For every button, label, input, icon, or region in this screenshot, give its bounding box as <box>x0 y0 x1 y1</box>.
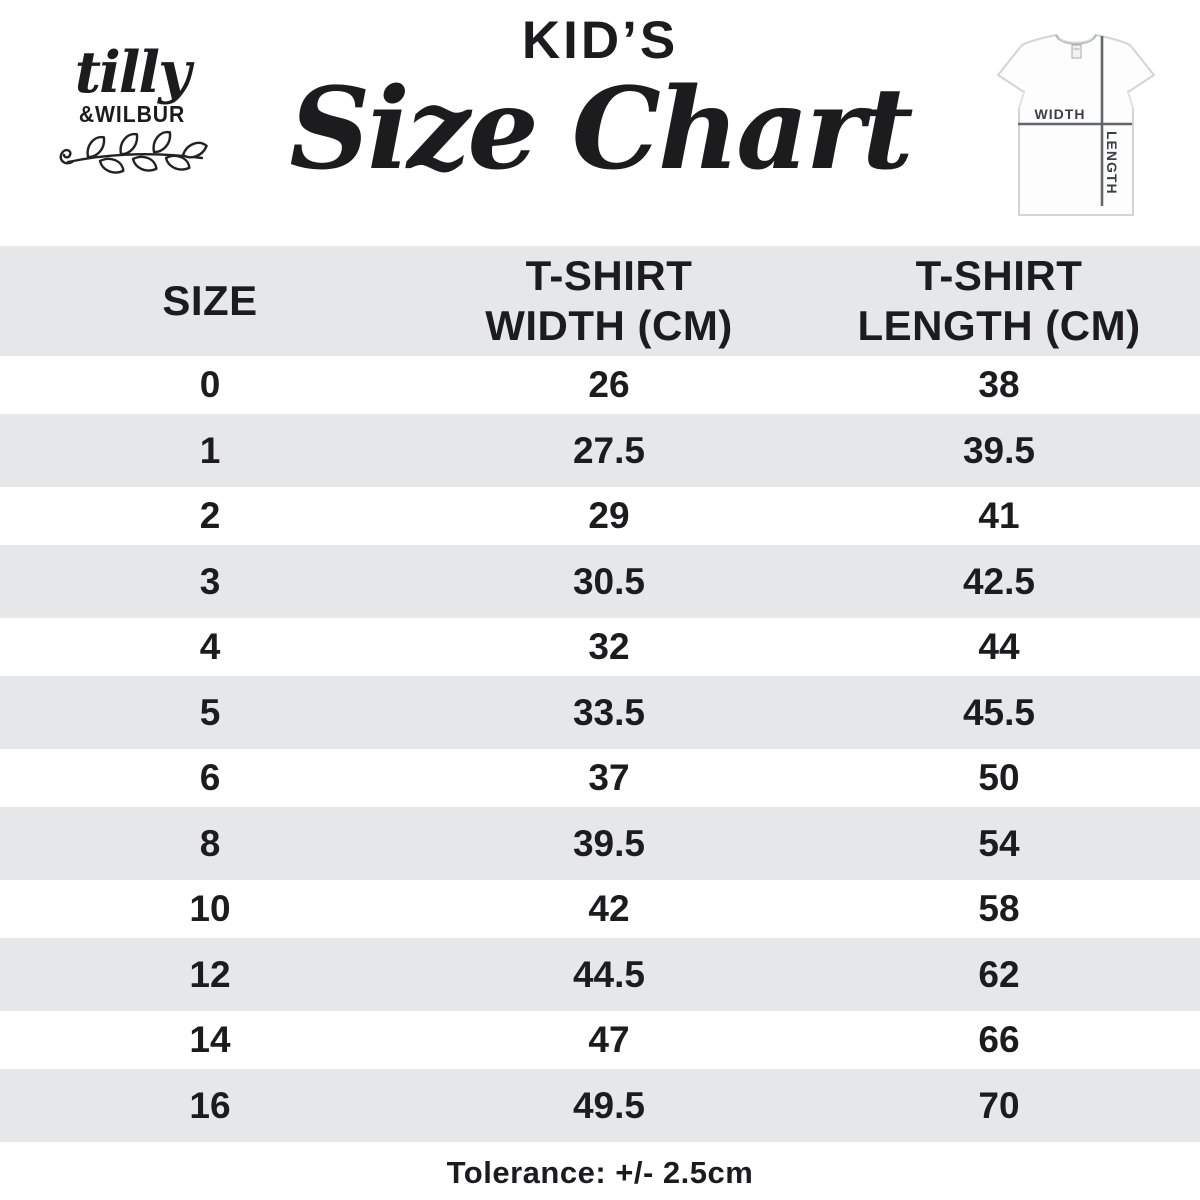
cell-length: 66 <box>978 1019 1020 1060</box>
column-header-size: SIZE <box>162 277 258 325</box>
cell-size: 3 <box>199 560 221 602</box>
cell-width: 32 <box>588 626 630 667</box>
table-row: 6 37 50 <box>0 749 1200 807</box>
table-row: 12 44.5 62 <box>0 938 1200 1011</box>
tolerance-note: Tolerance: +/- 2.5cm <box>446 1155 754 1190</box>
length-label: LENGTH <box>1104 131 1120 195</box>
table-row: 1 27.5 39.5 <box>0 414 1200 487</box>
cell-size: 0 <box>199 364 221 405</box>
cell-width: 49.5 <box>572 1084 645 1126</box>
cell-length: 50 <box>978 757 1020 798</box>
cell-size: 5 <box>199 691 221 733</box>
page-title: Size Chart <box>289 64 913 195</box>
cell-length: 58 <box>978 888 1020 929</box>
cell-width: 37 <box>588 757 630 798</box>
cell-width: 44.5 <box>572 953 645 995</box>
table-row: 3 30.5 42.5 <box>0 545 1200 618</box>
cell-width: 26 <box>588 364 630 405</box>
cell-size: 16 <box>189 1084 231 1126</box>
title-kicker: KID’S <box>521 11 679 70</box>
cell-length: 39.5 <box>962 429 1035 471</box>
table-row: 5 33.5 45.5 <box>0 676 1200 749</box>
tshirt-neck-tag <box>1071 44 1082 59</box>
cell-length: 38 <box>978 364 1020 405</box>
size-table-header: SIZE T-SHIRT WIDTH (CM) T-SHIRT LENGTH (… <box>0 246 1200 356</box>
cell-size: 4 <box>199 626 221 667</box>
cell-width: 27.5 <box>572 429 645 471</box>
brand-logo: tilly &WILBUR <box>46 44 218 182</box>
cell-length: 41 <box>978 495 1020 536</box>
table-row: 0 26 38 <box>0 356 1200 414</box>
tshirt-measure-diagram: WIDTH LENGTH <box>992 30 1164 228</box>
cell-width: 29 <box>588 495 630 536</box>
cell-width: 42 <box>588 888 630 929</box>
cell-length: 62 <box>978 953 1020 995</box>
table-row: 8 39.5 54 <box>0 807 1200 880</box>
cell-length: 44 <box>978 626 1020 667</box>
brand-name-caps: &WILBUR <box>78 101 186 127</box>
cell-width: 47 <box>588 1019 630 1060</box>
cell-width: 39.5 <box>572 822 645 864</box>
cell-length: 45.5 <box>962 691 1035 733</box>
table-row: 16 49.5 70 <box>0 1069 1200 1142</box>
header: tilly &WILBUR <box>0 0 1200 246</box>
table-row: 2 29 41 <box>0 487 1200 545</box>
table-row: 4 32 44 <box>0 618 1200 676</box>
column-header-length: T-SHIRT LENGTH (CM) <box>857 252 1141 349</box>
cell-size: 10 <box>189 888 231 929</box>
tshirt-collar <box>1054 34 1098 45</box>
cell-size: 2 <box>199 495 221 536</box>
cell-size: 14 <box>189 1019 231 1060</box>
table-row: 14 47 66 <box>0 1011 1200 1069</box>
width-label: WIDTH <box>1035 106 1086 122</box>
brand-name-script: tilly <box>74 39 191 106</box>
laurel-branch-icon <box>46 130 218 182</box>
table-row: 10 42 58 <box>0 880 1200 938</box>
title-block: KID’S Size Chart <box>0 0 1200 187</box>
cell-length: 54 <box>978 822 1020 864</box>
cell-size: 6 <box>199 757 221 798</box>
column-header-width: T-SHIRT WIDTH (CM) <box>485 252 733 349</box>
cell-size: 1 <box>199 429 221 471</box>
cell-size: 12 <box>189 953 231 995</box>
size-table: SIZE T-SHIRT WIDTH (CM) T-SHIRT LENGTH (… <box>0 246 1200 1142</box>
cell-width: 30.5 <box>572 560 645 602</box>
cell-length: 42.5 <box>962 560 1035 602</box>
cell-size: 8 <box>199 822 221 864</box>
cell-width: 33.5 <box>572 691 645 733</box>
cell-length: 70 <box>978 1084 1020 1126</box>
